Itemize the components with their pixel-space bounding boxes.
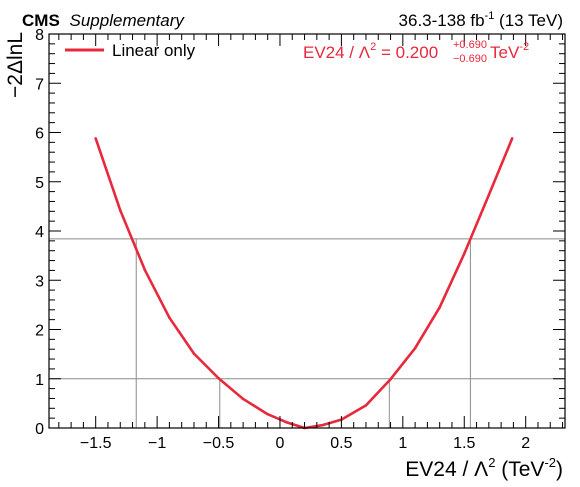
likelihood-curve: [94, 137, 514, 430]
curve-point-3: [168, 316, 171, 319]
curve-point-17: [487, 193, 491, 197]
x-tick-label: −0.5: [203, 435, 235, 452]
x-axis-label: EV24 / Λ2 (TeV-2): [405, 455, 563, 481]
y-tick-label: 0: [35, 421, 44, 438]
reference-lines: [49, 238, 565, 428]
y-tick-label: 6: [35, 126, 44, 143]
x-tick-label: 0.5: [330, 435, 352, 452]
y-tick-label: 5: [35, 175, 44, 192]
best-fit-unit: TeV-2: [490, 41, 529, 62]
best-fit-result: EV24 / Λ2 = 0.200: [303, 41, 438, 62]
x-tick-label: 0: [276, 435, 285, 452]
curve-point-18: [510, 137, 514, 140]
series-linear-only: [94, 137, 514, 430]
y-tick-label: 1: [35, 372, 44, 389]
x-tick-label: 1.5: [453, 435, 475, 452]
curve-point-14: [413, 346, 417, 350]
curve-point-1: [118, 209, 122, 212]
plot-frame: [48, 33, 566, 429]
curve-point-10: [321, 423, 325, 427]
lumi-label: 36.3-138 fb-1 (13 TeV): [399, 10, 563, 30]
x-tick-label: −1: [148, 435, 166, 452]
curve-point-7: [266, 412, 269, 416]
x-tick-label: 2: [521, 435, 530, 452]
y-axis-label: −2ΔlnL: [4, 32, 27, 98]
x-tick-label: 1: [398, 435, 407, 452]
best-fit-upper-uncertainty: +0.690: [453, 39, 487, 51]
y-tick-label: 7: [35, 76, 44, 93]
legend-label-linear-only: Linear only: [112, 41, 196, 60]
curve-point-0: [94, 137, 97, 140]
curve-point-16: [462, 252, 466, 255]
curve-point-6: [241, 397, 245, 401]
best-fit-lower-uncertainty: −0.690: [453, 53, 487, 65]
curve-point-15: [438, 306, 441, 309]
curve-point-4: [192, 352, 196, 355]
curve-point-13: [389, 377, 392, 381]
axes: −1.5 −1 −0.5 0 0.5 1 1.5 2 0 1 2 3 4 5 6 7 8: [35, 27, 566, 452]
curve-point-2: [143, 268, 147, 272]
y-tick-label: 3: [35, 273, 44, 290]
y-tick-label: 8: [35, 27, 44, 44]
x-tick-label: −1.5: [80, 435, 112, 452]
y-tick-label: 4: [35, 224, 44, 241]
y-tick-label: 2: [35, 323, 44, 340]
curve-point-8: [284, 420, 288, 424]
curve-point-12: [364, 404, 368, 407]
experiment-header: CMS Supplementary: [22, 11, 185, 30]
curve-point-5: [217, 376, 220, 380]
